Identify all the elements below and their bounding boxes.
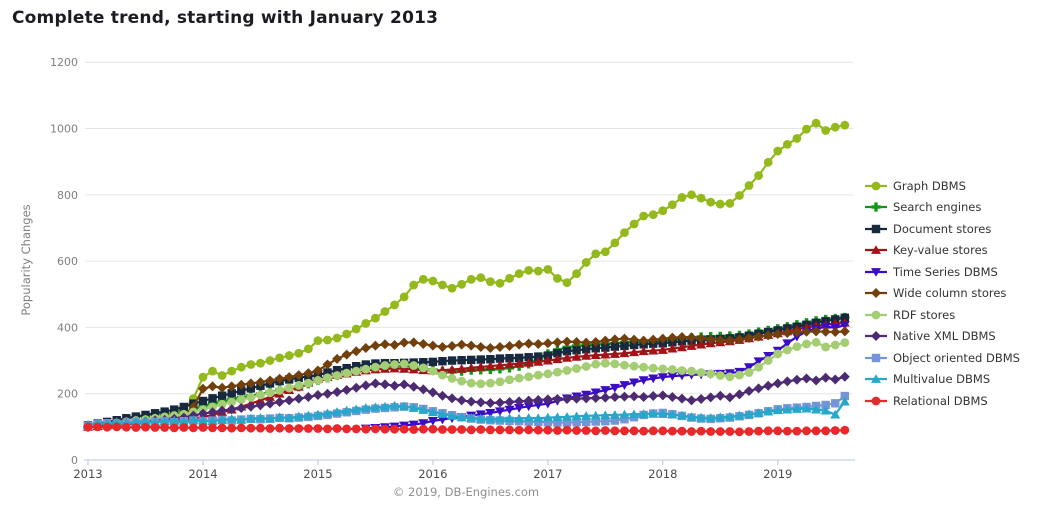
legend-label: Time Series DBMS <box>893 264 998 279</box>
legend-item-document-stores[interactable]: Document stores <box>864 219 1040 238</box>
svg-text:2015: 2015 <box>303 467 332 481</box>
legend-item-graph-dbms[interactable]: Graph DBMS <box>864 176 1040 195</box>
legend-item-native-xml-dbms[interactable]: Native XML DBMS <box>864 327 1040 346</box>
copyright-footer: © 2019, DB-Engines.com <box>393 485 539 499</box>
diamond-series-marker-icon <box>865 331 887 341</box>
svg-text:0: 0 <box>71 454 78 467</box>
legend-label: Key-value stores <box>893 243 988 257</box>
square-series-marker-icon <box>865 224 887 233</box>
series-relational-dbms <box>83 422 850 437</box>
legend-item-object-oriented-dbms[interactable]: Object oriented DBMS <box>864 348 1040 367</box>
legend-label: Document stores <box>893 221 992 236</box>
plot-area: 0 200 400 600 800 1000 1200 2013 2014 2015 2016 201… <box>0 34 860 510</box>
legend-label: Graph DBMS <box>893 178 966 193</box>
svg-text:2013: 2013 <box>73 467 102 481</box>
triangle-up-series-marker-icon <box>865 245 887 254</box>
svg-text:1200: 1200 <box>50 56 78 69</box>
legend-item-relational-dbms[interactable]: Relational DBMS <box>864 391 1040 410</box>
trend-line-chart: 0 200 400 600 800 1000 1200 2013 2014 2015 2016 201… <box>19 56 855 499</box>
diamond-series-marker-icon <box>865 288 887 298</box>
triangle-down-series-marker-icon <box>865 267 887 277</box>
legend-label: Wide column stores <box>893 286 1007 300</box>
svg-text:2019: 2019 <box>763 467 792 481</box>
legend-label: Native XML DBMS <box>893 329 996 343</box>
square-series-marker-icon <box>865 353 887 362</box>
series-graph-dbms <box>83 118 850 432</box>
legend: Graph DBMS Search engines Document stores K… <box>864 176 1040 410</box>
circle-series-marker-icon <box>865 396 887 405</box>
circle-series-marker-icon <box>865 181 887 190</box>
svg-text:400: 400 <box>57 321 78 334</box>
svg-text:1000: 1000 <box>50 123 78 136</box>
plus-series-marker-icon <box>865 202 887 212</box>
circle-series-marker-icon <box>865 310 887 319</box>
series-time-series-dbms <box>360 321 850 434</box>
svg-text:600: 600 <box>57 255 78 268</box>
legend-label: RDF stores <box>893 307 956 322</box>
svg-text:2014: 2014 <box>188 467 217 481</box>
triangle-up-series-marker-icon <box>865 374 887 383</box>
series-multivalue-dbms <box>83 396 850 429</box>
legend-item-multivalue-dbms[interactable]: Multivalue DBMS <box>864 370 1040 389</box>
chart-title: Complete trend, starting with January 20… <box>12 8 439 28</box>
y-axis-label: Popularity Changes <box>19 204 33 315</box>
legend-item-search-engines[interactable]: Search engines <box>864 198 1040 217</box>
legend-item-time-series-dbms[interactable]: Time Series DBMS <box>864 262 1040 281</box>
svg-text:2017: 2017 <box>533 467 562 481</box>
legend-item-wide-column-stores[interactable]: Wide column stores <box>864 284 1040 303</box>
svg-text:2018: 2018 <box>648 467 677 481</box>
svg-text:200: 200 <box>57 388 78 401</box>
legend-label: Object oriented DBMS <box>893 350 1020 365</box>
svg-text:2016: 2016 <box>418 467 447 481</box>
legend-label: Search engines <box>893 200 982 214</box>
legend-item-rdf-stores[interactable]: RDF stores <box>864 305 1040 324</box>
svg-text:800: 800 <box>57 189 78 202</box>
legend-label: Relational DBMS <box>893 393 988 408</box>
legend-item-key-value-stores[interactable]: Key-value stores <box>864 241 1040 260</box>
legend-label: Multivalue DBMS <box>893 372 991 386</box>
